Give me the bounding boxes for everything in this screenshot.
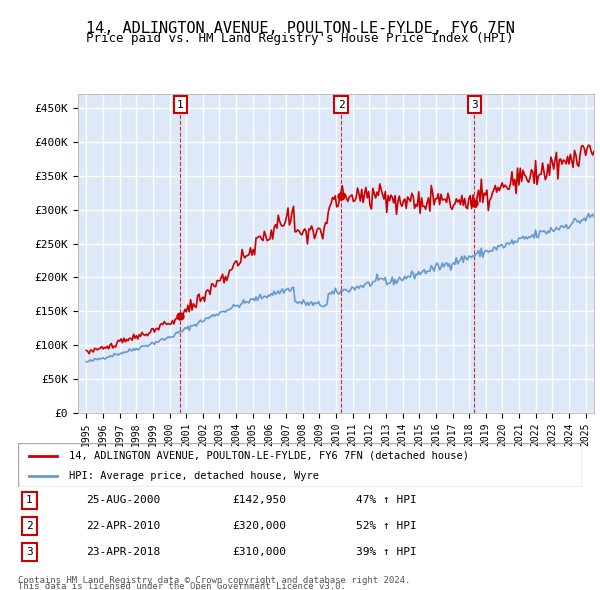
Text: £310,000: £310,000: [232, 547, 286, 557]
Text: 52% ↑ HPI: 52% ↑ HPI: [356, 521, 417, 531]
Text: 39% ↑ HPI: 39% ↑ HPI: [356, 547, 417, 557]
Text: This data is licensed under the Open Government Licence v3.0.: This data is licensed under the Open Gov…: [18, 582, 346, 590]
Text: 14, ADLINGTON AVENUE, POULTON-LE-FYLDE, FY6 7FN: 14, ADLINGTON AVENUE, POULTON-LE-FYLDE, …: [86, 21, 514, 35]
Text: 14, ADLINGTON AVENUE, POULTON-LE-FYLDE, FY6 7FN (detached house): 14, ADLINGTON AVENUE, POULTON-LE-FYLDE, …: [69, 451, 469, 461]
Text: 3: 3: [26, 547, 32, 557]
Text: 23-APR-2018: 23-APR-2018: [86, 547, 160, 557]
Text: £320,000: £320,000: [232, 521, 286, 531]
Text: 25-AUG-2000: 25-AUG-2000: [86, 496, 160, 506]
Text: 1: 1: [26, 496, 32, 506]
Text: 1: 1: [177, 100, 184, 110]
Text: 2: 2: [26, 521, 32, 531]
Text: 22-APR-2010: 22-APR-2010: [86, 521, 160, 531]
Text: HPI: Average price, detached house, Wyre: HPI: Average price, detached house, Wyre: [69, 471, 319, 481]
Text: 47% ↑ HPI: 47% ↑ HPI: [356, 496, 417, 506]
Text: £142,950: £142,950: [232, 496, 286, 506]
Text: Contains HM Land Registry data © Crown copyright and database right 2024.: Contains HM Land Registry data © Crown c…: [18, 576, 410, 585]
Text: 3: 3: [471, 100, 478, 110]
Text: Price paid vs. HM Land Registry's House Price Index (HPI): Price paid vs. HM Land Registry's House …: [86, 32, 514, 45]
Text: 2: 2: [338, 100, 344, 110]
